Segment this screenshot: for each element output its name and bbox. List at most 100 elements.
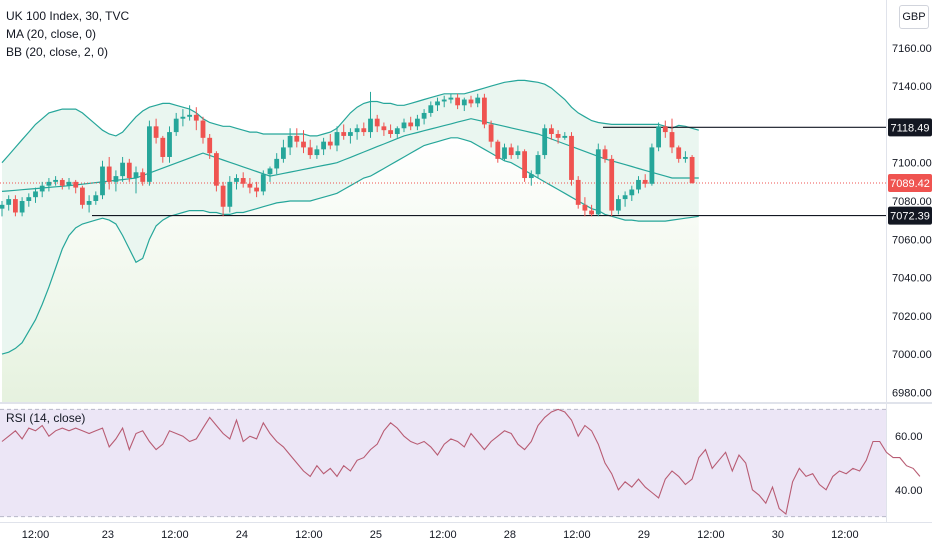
candle-body (120, 162, 125, 177)
candle-body (287, 135, 293, 148)
candle-body (6, 199, 12, 205)
candle-body (86, 201, 92, 205)
candle-body (113, 176, 119, 182)
candle-body (234, 178, 239, 182)
candle-body (160, 137, 166, 157)
candle-body (80, 187, 85, 205)
candle-body (33, 191, 38, 198)
time-tick-label: 12:00 (22, 529, 50, 541)
candle-body (616, 199, 621, 211)
candle-body (535, 155, 541, 175)
candle-body (281, 147, 286, 159)
candle-body (348, 132, 353, 136)
candle-body (39, 185, 45, 192)
candle-body (542, 128, 548, 156)
candle-body (448, 97, 454, 100)
lower-area-fill (2, 137, 699, 403)
candle-body (46, 181, 52, 186)
time-tick-label: 24 (236, 529, 248, 541)
candle-body (622, 195, 628, 200)
candle-body (522, 151, 527, 179)
price-tick-label: 6980.00 (892, 387, 932, 399)
price-tick-label: 7040.00 (892, 273, 932, 285)
candle-body (301, 141, 306, 148)
candle-body (307, 147, 313, 156)
candle-body (408, 122, 414, 127)
price-tick-label: 7160.00 (892, 43, 932, 55)
candle-body (368, 118, 373, 133)
rsi-indicator-label[interactable]: RSI (14, close) (6, 411, 86, 425)
candle-body (381, 126, 387, 131)
candle-body (508, 147, 514, 156)
candle-body (59, 179, 65, 186)
level-price-tag (888, 206, 932, 225)
candle-body (683, 156, 688, 159)
candle-body (689, 156, 695, 183)
candle-body (19, 201, 25, 213)
candle-body (327, 141, 333, 146)
candle-body (274, 158, 280, 169)
price-tick-label: 7020.00 (892, 311, 932, 323)
candle-body (475, 97, 481, 104)
level-price-label: 7072.39 (890, 211, 930, 223)
candle-body (595, 149, 601, 215)
bollinger-band-fill (2, 80, 699, 355)
candle-body (193, 114, 199, 121)
candle-body (66, 181, 72, 186)
candle-body (569, 135, 574, 180)
bollinger-upper-line (1, 79, 699, 164)
candle-body (254, 187, 259, 192)
candle-body (669, 132, 675, 148)
candle-body (167, 132, 172, 157)
time-tick-label: 29 (638, 529, 650, 541)
bb-indicator-label[interactable]: BB (20, close, 2, 0) (6, 45, 109, 59)
candle-body (374, 118, 380, 127)
time-tick-label: 12:00 (295, 529, 323, 541)
candle-body (495, 141, 501, 159)
ma-indicator-label[interactable]: MA (20, close, 0) (6, 27, 97, 41)
time-tick-label: 28 (504, 529, 516, 541)
candle-body (441, 99, 447, 102)
price-tick-label: 7080.00 (892, 196, 932, 208)
candle-body (180, 116, 186, 119)
price-tick-label: 7060.00 (892, 234, 932, 246)
candle-body (53, 179, 58, 182)
candle-body (314, 149, 320, 156)
time-tick-label: 30 (772, 529, 784, 541)
rsi-tick-label: 60.00 (895, 431, 923, 443)
candle-body (649, 147, 655, 184)
candle-body (589, 210, 594, 215)
current-price-tag (888, 173, 932, 192)
pane-separator (0, 402, 932, 404)
candle-body (435, 101, 440, 106)
candle-body (247, 183, 253, 188)
candle-body (468, 99, 474, 104)
candle-body (421, 112, 427, 119)
candle-body (173, 118, 179, 133)
time-tick-label: 12:00 (831, 529, 859, 541)
candle-body (629, 189, 635, 196)
candle-body (515, 151, 521, 156)
candle-body (140, 172, 146, 182)
candle-body (401, 122, 407, 129)
candle-body (100, 166, 105, 196)
candle-body (354, 128, 360, 133)
candle-body (200, 120, 206, 138)
price-tick-label: 7100.00 (892, 158, 932, 170)
price-tick-label: 7000.00 (892, 349, 932, 361)
symbol-title[interactable]: UK 100 Index, 30, TVC (6, 9, 130, 23)
candle-body (361, 128, 367, 133)
candle-body (26, 197, 32, 201)
time-tick-label: 23 (102, 529, 114, 541)
rsi-band-fill (0, 409, 886, 517)
candle-body (662, 126, 668, 133)
currency-button[interactable]: GBP (899, 5, 929, 29)
candle-body (227, 181, 233, 207)
candle-body (334, 132, 340, 146)
level-price-tag (888, 118, 932, 137)
time-tick-label: 12:00 (429, 529, 457, 541)
candle-body (455, 97, 460, 106)
time-tick-label: 25 (370, 529, 382, 541)
